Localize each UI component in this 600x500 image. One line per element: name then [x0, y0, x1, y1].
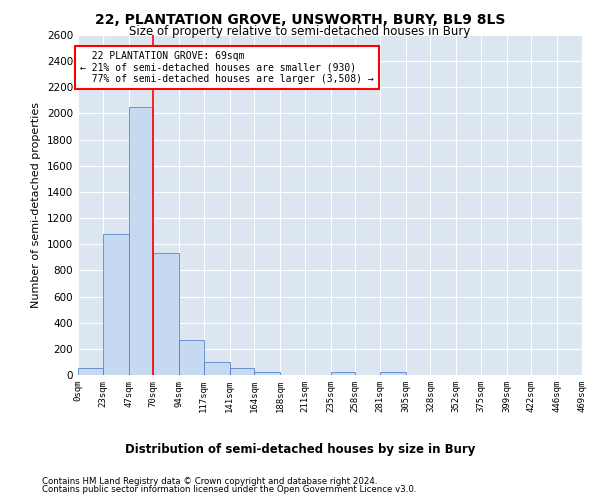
- Text: Distribution of semi-detached houses by size in Bury: Distribution of semi-detached houses by …: [125, 442, 475, 456]
- Bar: [153, 254, 179, 375]
- Text: 22 PLANTATION GROVE: 69sqm
← 21% of semi-detached houses are smaller (930)
  77%: 22 PLANTATION GROVE: 69sqm ← 21% of semi…: [80, 50, 374, 84]
- Bar: [331, 372, 355, 375]
- Y-axis label: Number of semi-detached properties: Number of semi-detached properties: [31, 102, 41, 308]
- Bar: [128, 107, 153, 375]
- Bar: [204, 362, 230, 375]
- Bar: [380, 372, 406, 375]
- Bar: [254, 372, 280, 375]
- Text: Contains public sector information licensed under the Open Government Licence v3: Contains public sector information licen…: [42, 485, 416, 494]
- Text: 22, PLANTATION GROVE, UNSWORTH, BURY, BL9 8LS: 22, PLANTATION GROVE, UNSWORTH, BURY, BL…: [95, 12, 505, 26]
- Text: Size of property relative to semi-detached houses in Bury: Size of property relative to semi-detach…: [130, 25, 470, 38]
- Bar: [78, 368, 103, 375]
- Bar: [103, 234, 128, 375]
- Bar: [179, 340, 204, 375]
- Text: Contains HM Land Registry data © Crown copyright and database right 2024.: Contains HM Land Registry data © Crown c…: [42, 478, 377, 486]
- Bar: [230, 368, 254, 375]
